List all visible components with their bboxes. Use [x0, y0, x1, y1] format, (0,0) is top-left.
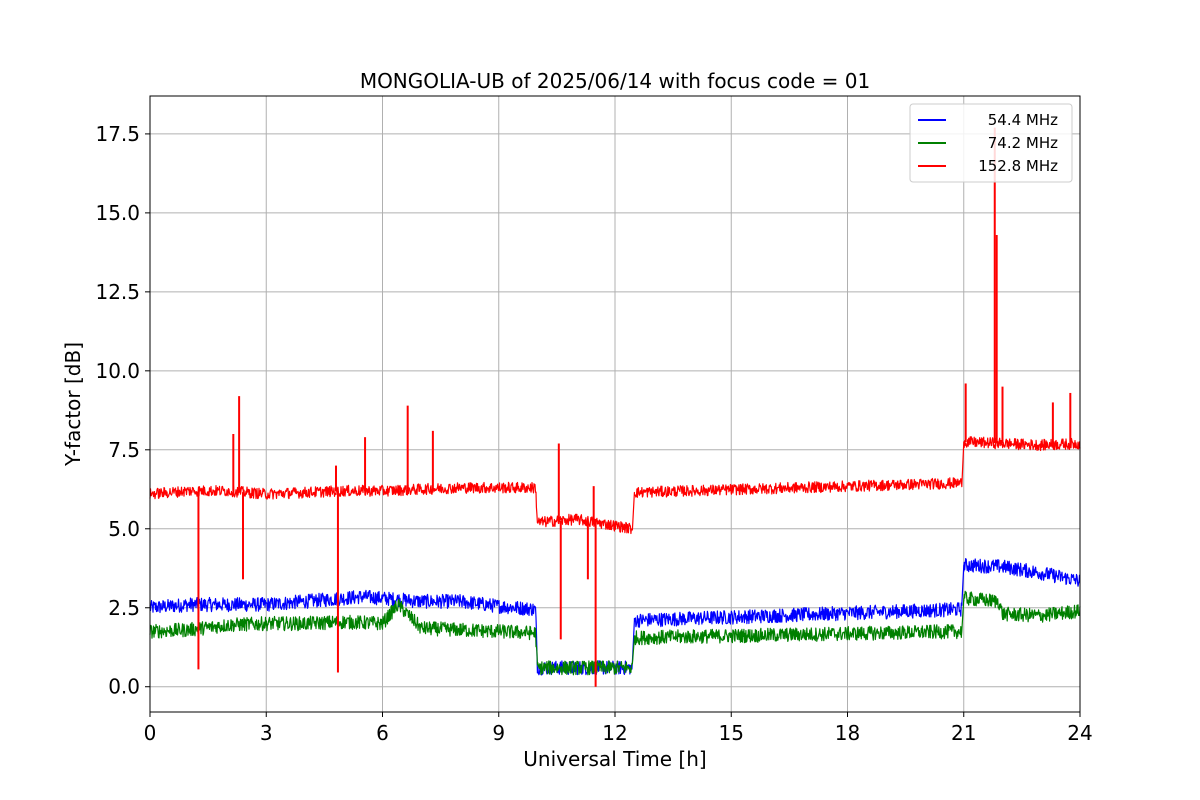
legend-label: 74.2 MHz: [988, 134, 1058, 152]
x-tick-label: 12: [602, 721, 627, 745]
legend-label: 152.8 MHz: [978, 157, 1058, 175]
x-tick-label: 3: [260, 721, 273, 745]
legend-box: [909, 103, 1073, 183]
y-tick-label: 12.5: [95, 280, 140, 304]
y-tick-label: 17.5: [95, 122, 140, 146]
x-axis-label: Universal Time [h]: [523, 747, 706, 771]
x-tick-label: 9: [492, 721, 505, 745]
series-line: [149, 590, 1081, 676]
x-tick-label: 21: [951, 721, 976, 745]
y-tick-label: 0.0: [108, 675, 140, 699]
y-tick-label: 5.0: [108, 517, 140, 541]
y-tick-label: 7.5: [108, 438, 140, 462]
y-axis-label: Y-factor [dB]: [61, 342, 85, 467]
x-tick-label: 24: [1067, 721, 1092, 745]
y-tick-label: 10.0: [95, 359, 140, 383]
legend: 54.4 MHz 74.2 MHz 152.8 MHz: [909, 103, 1073, 183]
x-tick-label: 6: [376, 721, 389, 745]
x-tick-label: 18: [835, 721, 860, 745]
y-tick-label: 15.0: [95, 201, 140, 225]
series-74-2-mhz: [149, 590, 1081, 676]
series-line: [149, 436, 1081, 535]
chart-title: MONGOLIA-UB of 2025/06/14 with focus cod…: [360, 69, 870, 93]
y-tick-label: 2.5: [108, 596, 140, 620]
x-tick-label: 15: [719, 721, 744, 745]
axis-ticks: 0 3 6 9 12 15 18 21 24 0.0 2.5 5.0 7.5 10.0 12.5 15.0 17…: [95, 122, 1092, 745]
x-tick-label: 0: [144, 721, 157, 745]
legend-label: 54.4 MHz: [988, 111, 1058, 129]
